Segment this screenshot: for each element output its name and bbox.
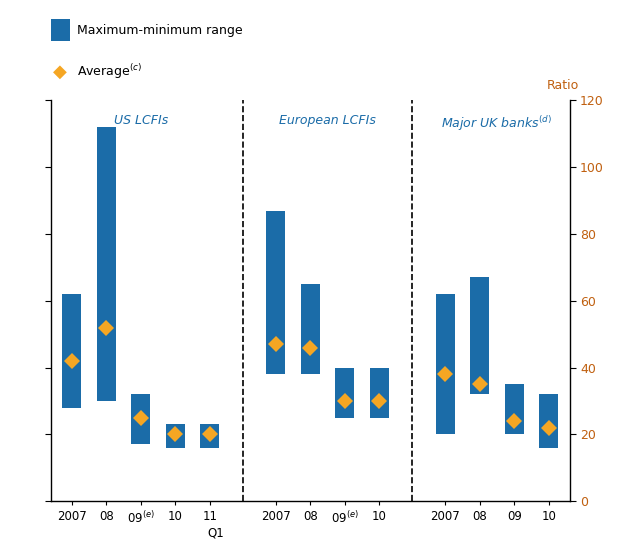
Bar: [97, 127, 116, 401]
Bar: [335, 368, 354, 418]
Bar: [436, 294, 454, 434]
Bar: [370, 368, 389, 418]
Text: Major UK banks$^{(d)}$: Major UK banks$^{(d)}$: [441, 114, 553, 133]
Bar: [201, 424, 220, 448]
Bar: [539, 394, 558, 448]
Text: Q1: Q1: [208, 526, 225, 539]
Text: European LCFIs: European LCFIs: [279, 114, 376, 126]
Bar: [301, 284, 320, 374]
Text: ◆: ◆: [53, 62, 67, 80]
Bar: [266, 211, 285, 374]
Bar: [505, 384, 523, 434]
Bar: [131, 394, 150, 444]
Text: Average$^{(c)}$: Average$^{(c)}$: [77, 62, 142, 81]
Bar: [470, 277, 489, 394]
Text: Maximum-minimum range: Maximum-minimum range: [77, 23, 243, 37]
Text: US LCFIs: US LCFIs: [113, 114, 168, 126]
Bar: [62, 294, 81, 408]
Text: Ratio: Ratio: [547, 79, 579, 92]
Bar: [166, 424, 185, 448]
